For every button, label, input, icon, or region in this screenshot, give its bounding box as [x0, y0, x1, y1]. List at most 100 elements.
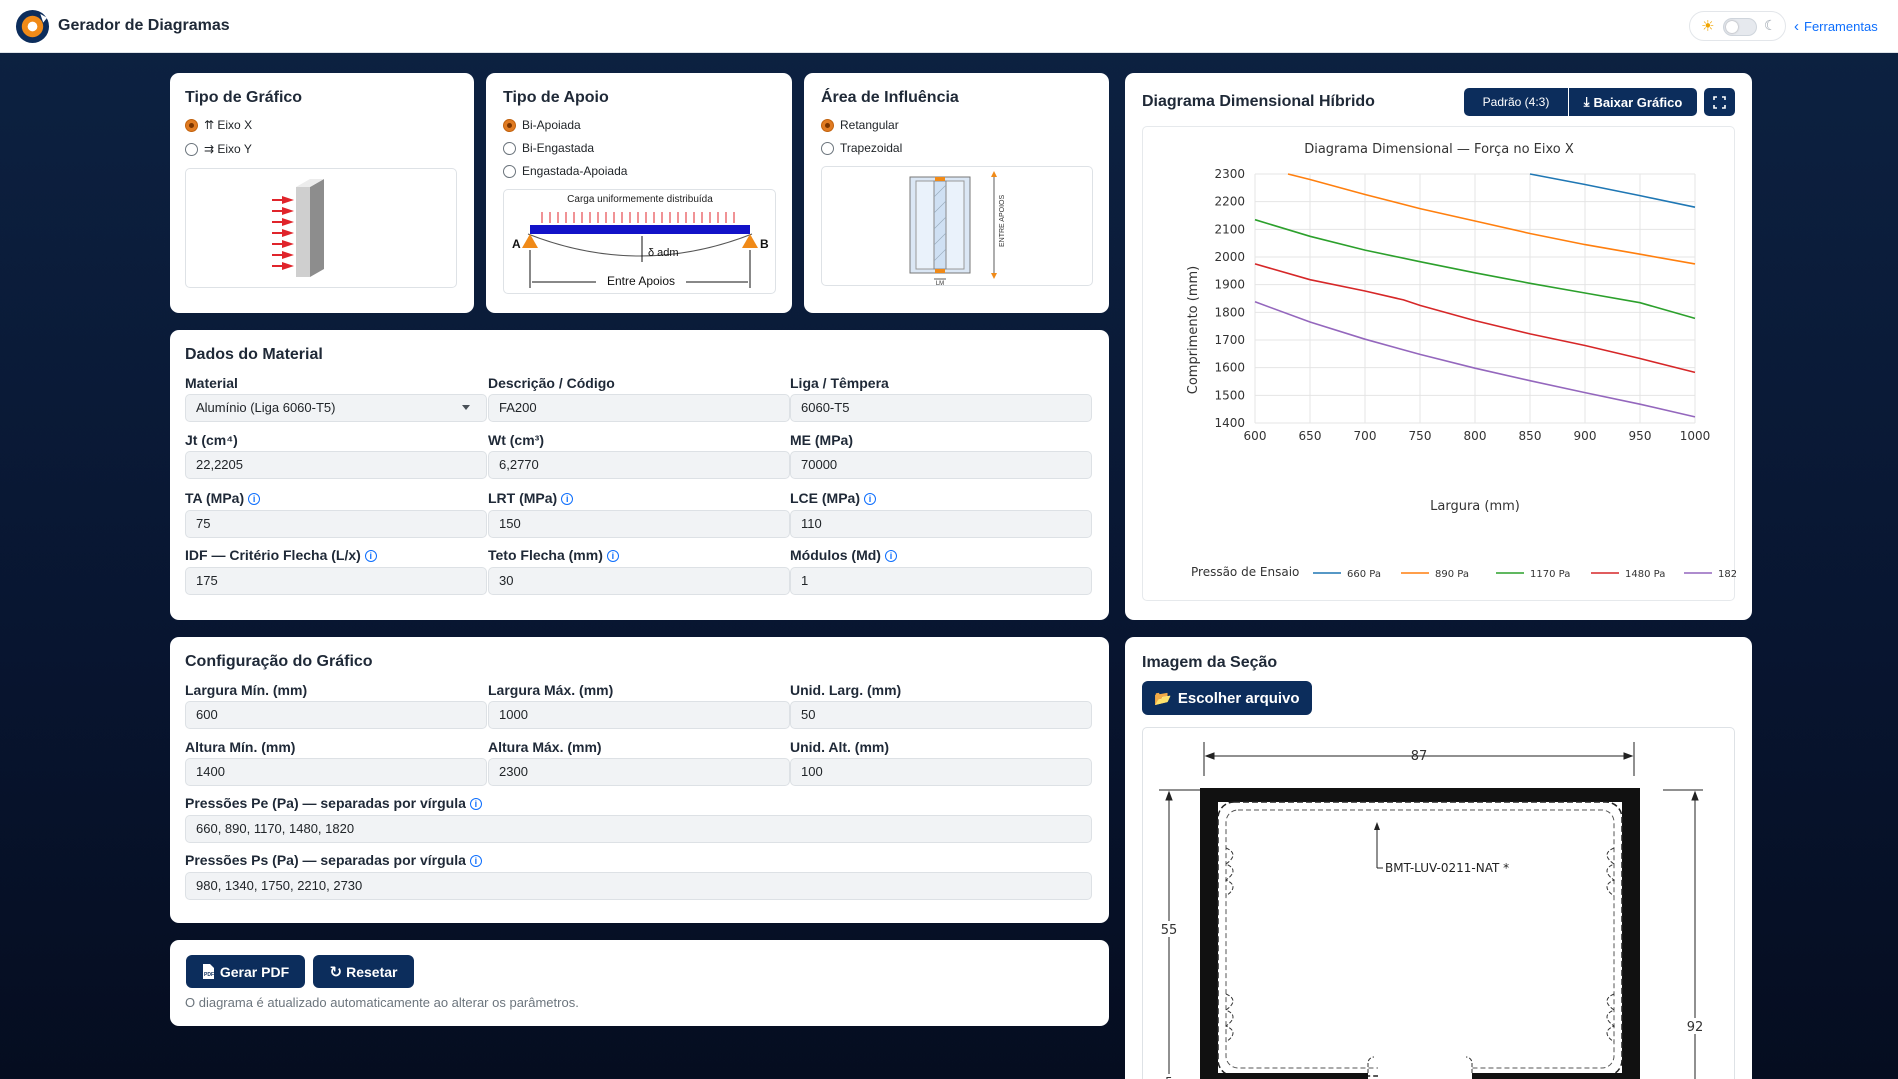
- radio-eixo-y[interactable]: ⇉ Eixo Y: [185, 142, 252, 156]
- diagram-card: Diagrama Dimensional Híbrido Padrão (4:3…: [1125, 73, 1758, 620]
- teto-input[interactable]: 30: [488, 567, 790, 595]
- lce-input[interactable]: 110: [790, 510, 1092, 538]
- resetar-label: Resetar: [346, 963, 398, 980]
- radio-button[interactable]: [503, 141, 516, 155]
- pe-label: Pressões Pe (Pa) — separadas por vírgula: [185, 795, 466, 811]
- entre-apoios-label: ENTRE APOIOS: [999, 195, 1006, 247]
- y-axis-label: Comprimento (mm): [1186, 266, 1201, 394]
- lce-label: LCE (MPa): [790, 490, 860, 506]
- lrt-label-row: LRT (MPa) i: [488, 490, 574, 506]
- line-chart: Diagrama Dimensional — Força no Eixo X 6…: [1186, 142, 1758, 580]
- radio-eixo-x[interactable]: ⇈ Eixo X: [185, 118, 252, 132]
- material-select[interactable]: Alumínio (Liga 6060-T5): [185, 394, 487, 422]
- legend-label: 1820 Pa: [1718, 569, 1736, 580]
- info-icon[interactable]: i: [364, 550, 377, 563]
- info-icon[interactable]: i: [561, 493, 574, 506]
- folder-open-icon: 📂: [1154, 689, 1172, 706]
- series-line-890-pa: [1287, 173, 1696, 265]
- window-area-diagram: ENTRE APOIOS LM: [909, 171, 1006, 285]
- y-tick-label: 1700: [1214, 333, 1245, 347]
- span-label: Entre Apoios: [607, 274, 675, 288]
- load-label: Carga uniformemente distribuída: [567, 194, 713, 205]
- chart-title: Diagrama Dimensional — Força no Eixo X: [1304, 142, 1574, 157]
- info-icon[interactable]: i: [469, 855, 482, 868]
- area-illustration: ENTRE APOIOS LM: [821, 166, 1093, 286]
- info-icon[interactable]: i: [469, 798, 482, 811]
- info-icon[interactable]: i: [606, 550, 619, 563]
- alt-max-input[interactable]: 2300: [488, 758, 790, 786]
- y-tick-label: 2000: [1214, 250, 1245, 264]
- radio-button[interactable]: [821, 141, 834, 155]
- larg-min-input[interactable]: 600: [185, 701, 487, 729]
- choose-file-label: Escolher arquivo: [1177, 689, 1300, 707]
- liga-input[interactable]: 6060-T5: [790, 394, 1092, 422]
- me-input[interactable]: 70000: [790, 451, 1092, 479]
- app-title: Gerador de Diagramas: [58, 17, 230, 34]
- legend-label: 890 Pa: [1435, 569, 1469, 580]
- section-title: Imagem da Seção: [1142, 654, 1278, 671]
- idf-label-row: IDF — Critério Flecha (L/x) i: [185, 547, 377, 563]
- modulos-label: Módulos (Md): [790, 547, 881, 563]
- pe-input[interactable]: 660, 890, 1170, 1480, 1820: [185, 815, 1092, 843]
- tipo-grafico-title: Tipo de Gráfico: [185, 89, 303, 106]
- radio-retangular[interactable]: Retangular: [821, 118, 899, 132]
- radio-button[interactable]: [503, 164, 516, 178]
- baixar-grafico-button[interactable]: ⤓ Baixar Gráfico: [1569, 88, 1697, 116]
- material-card: Dados do Material Material Alumínio (Lig…: [170, 330, 1109, 620]
- radio-label: Engastada-Apoiada: [522, 164, 628, 178]
- material-title: Dados do Material: [185, 346, 323, 363]
- radio-bi-apoiada[interactable]: Bi-Apoiada: [503, 118, 581, 132]
- radio-engastada-apoiada[interactable]: Engastada-Apoiada: [503, 164, 627, 178]
- y-tick-label: 1800: [1214, 305, 1245, 319]
- unid-alt-input[interactable]: 100: [790, 758, 1092, 786]
- area-influencia-title: Área de Influência: [821, 89, 959, 106]
- descricao-label: Descrição / Código: [488, 375, 615, 391]
- choose-file-button[interactable]: 📂 Escolher arquivo: [1142, 681, 1312, 715]
- radio-button[interactable]: [503, 118, 516, 132]
- theme-toggle[interactable]: ☀ ☾: [1689, 11, 1786, 41]
- radio-button[interactable]: [185, 118, 198, 132]
- tools-link[interactable]: ‹ Ferramentas: [1794, 18, 1878, 35]
- ta-input[interactable]: 75: [185, 510, 487, 538]
- info-icon[interactable]: i: [864, 493, 876, 506]
- fullscreen-button[interactable]: [1704, 88, 1735, 116]
- alt-min-input[interactable]: 1400: [185, 758, 487, 786]
- radio-label: Retangular: [840, 118, 899, 132]
- radio-label: Trapezoidal: [840, 141, 903, 155]
- idf-input[interactable]: 175: [185, 567, 487, 595]
- ps-label: Pressões Ps (Pa) — separadas por vírgula: [185, 852, 466, 868]
- x-axis-label: Largura (mm): [1430, 499, 1520, 514]
- teto-label-row: Teto Flecha (mm) i: [488, 547, 619, 563]
- aspect-ratio-button[interactable]: Padrão (4:3): [1464, 88, 1568, 116]
- chart-container: Diagrama Dimensional — Força no Eixo X 6…: [1142, 126, 1758, 601]
- radio-label: Bi-Apoiada: [522, 118, 581, 132]
- unid-larg-input[interactable]: 50: [790, 701, 1092, 729]
- unid-larg-label: Unid. Larg. (mm): [790, 682, 902, 698]
- tipo-grafico-card: Tipo de Gráfico ⇈ Eixo X ⇉ Eixo Y: [170, 73, 474, 313]
- theme-switch[interactable]: [1723, 18, 1757, 36]
- wt-input[interactable]: 6,2770: [488, 451, 790, 479]
- x-tick-label: 750: [1409, 429, 1432, 443]
- descricao-input[interactable]: FA200: [488, 394, 790, 422]
- lce-label-row: LCE (MPa) i: [790, 490, 876, 506]
- chevron-left-icon: ‹: [1794, 18, 1799, 35]
- info-icon[interactable]: i: [248, 493, 261, 506]
- larg-max-label: Largura Máx. (mm): [488, 682, 614, 698]
- radio-button[interactable]: [821, 118, 834, 132]
- jt-input[interactable]: 22,2205: [185, 451, 487, 479]
- radio-button[interactable]: [185, 142, 198, 156]
- aspect-ratio-label: Padrão (4:3): [1482, 95, 1550, 109]
- info-icon[interactable]: i: [884, 550, 897, 563]
- resetar-button[interactable]: ↻ Resetar: [313, 955, 414, 988]
- radio-trapezoidal[interactable]: Trapezoidal: [821, 141, 902, 155]
- lrt-input[interactable]: 150: [488, 510, 790, 538]
- ps-input[interactable]: 980, 1340, 1750, 2210, 2730: [185, 872, 1092, 900]
- x-tick-label: 900: [1574, 429, 1597, 443]
- ps-label-row: Pressões Ps (Pa) — separadas por vírgula…: [185, 852, 482, 868]
- gerar-pdf-button[interactable]: PDF Gerar PDF: [186, 955, 305, 988]
- ta-label-row: TA (MPa) i: [185, 490, 261, 506]
- x-tick-label: 650: [1299, 429, 1322, 443]
- larg-max-input[interactable]: 1000: [488, 701, 790, 729]
- radio-bi-engastada[interactable]: Bi-Engastada: [503, 141, 594, 155]
- modulos-input[interactable]: 1: [790, 567, 1092, 595]
